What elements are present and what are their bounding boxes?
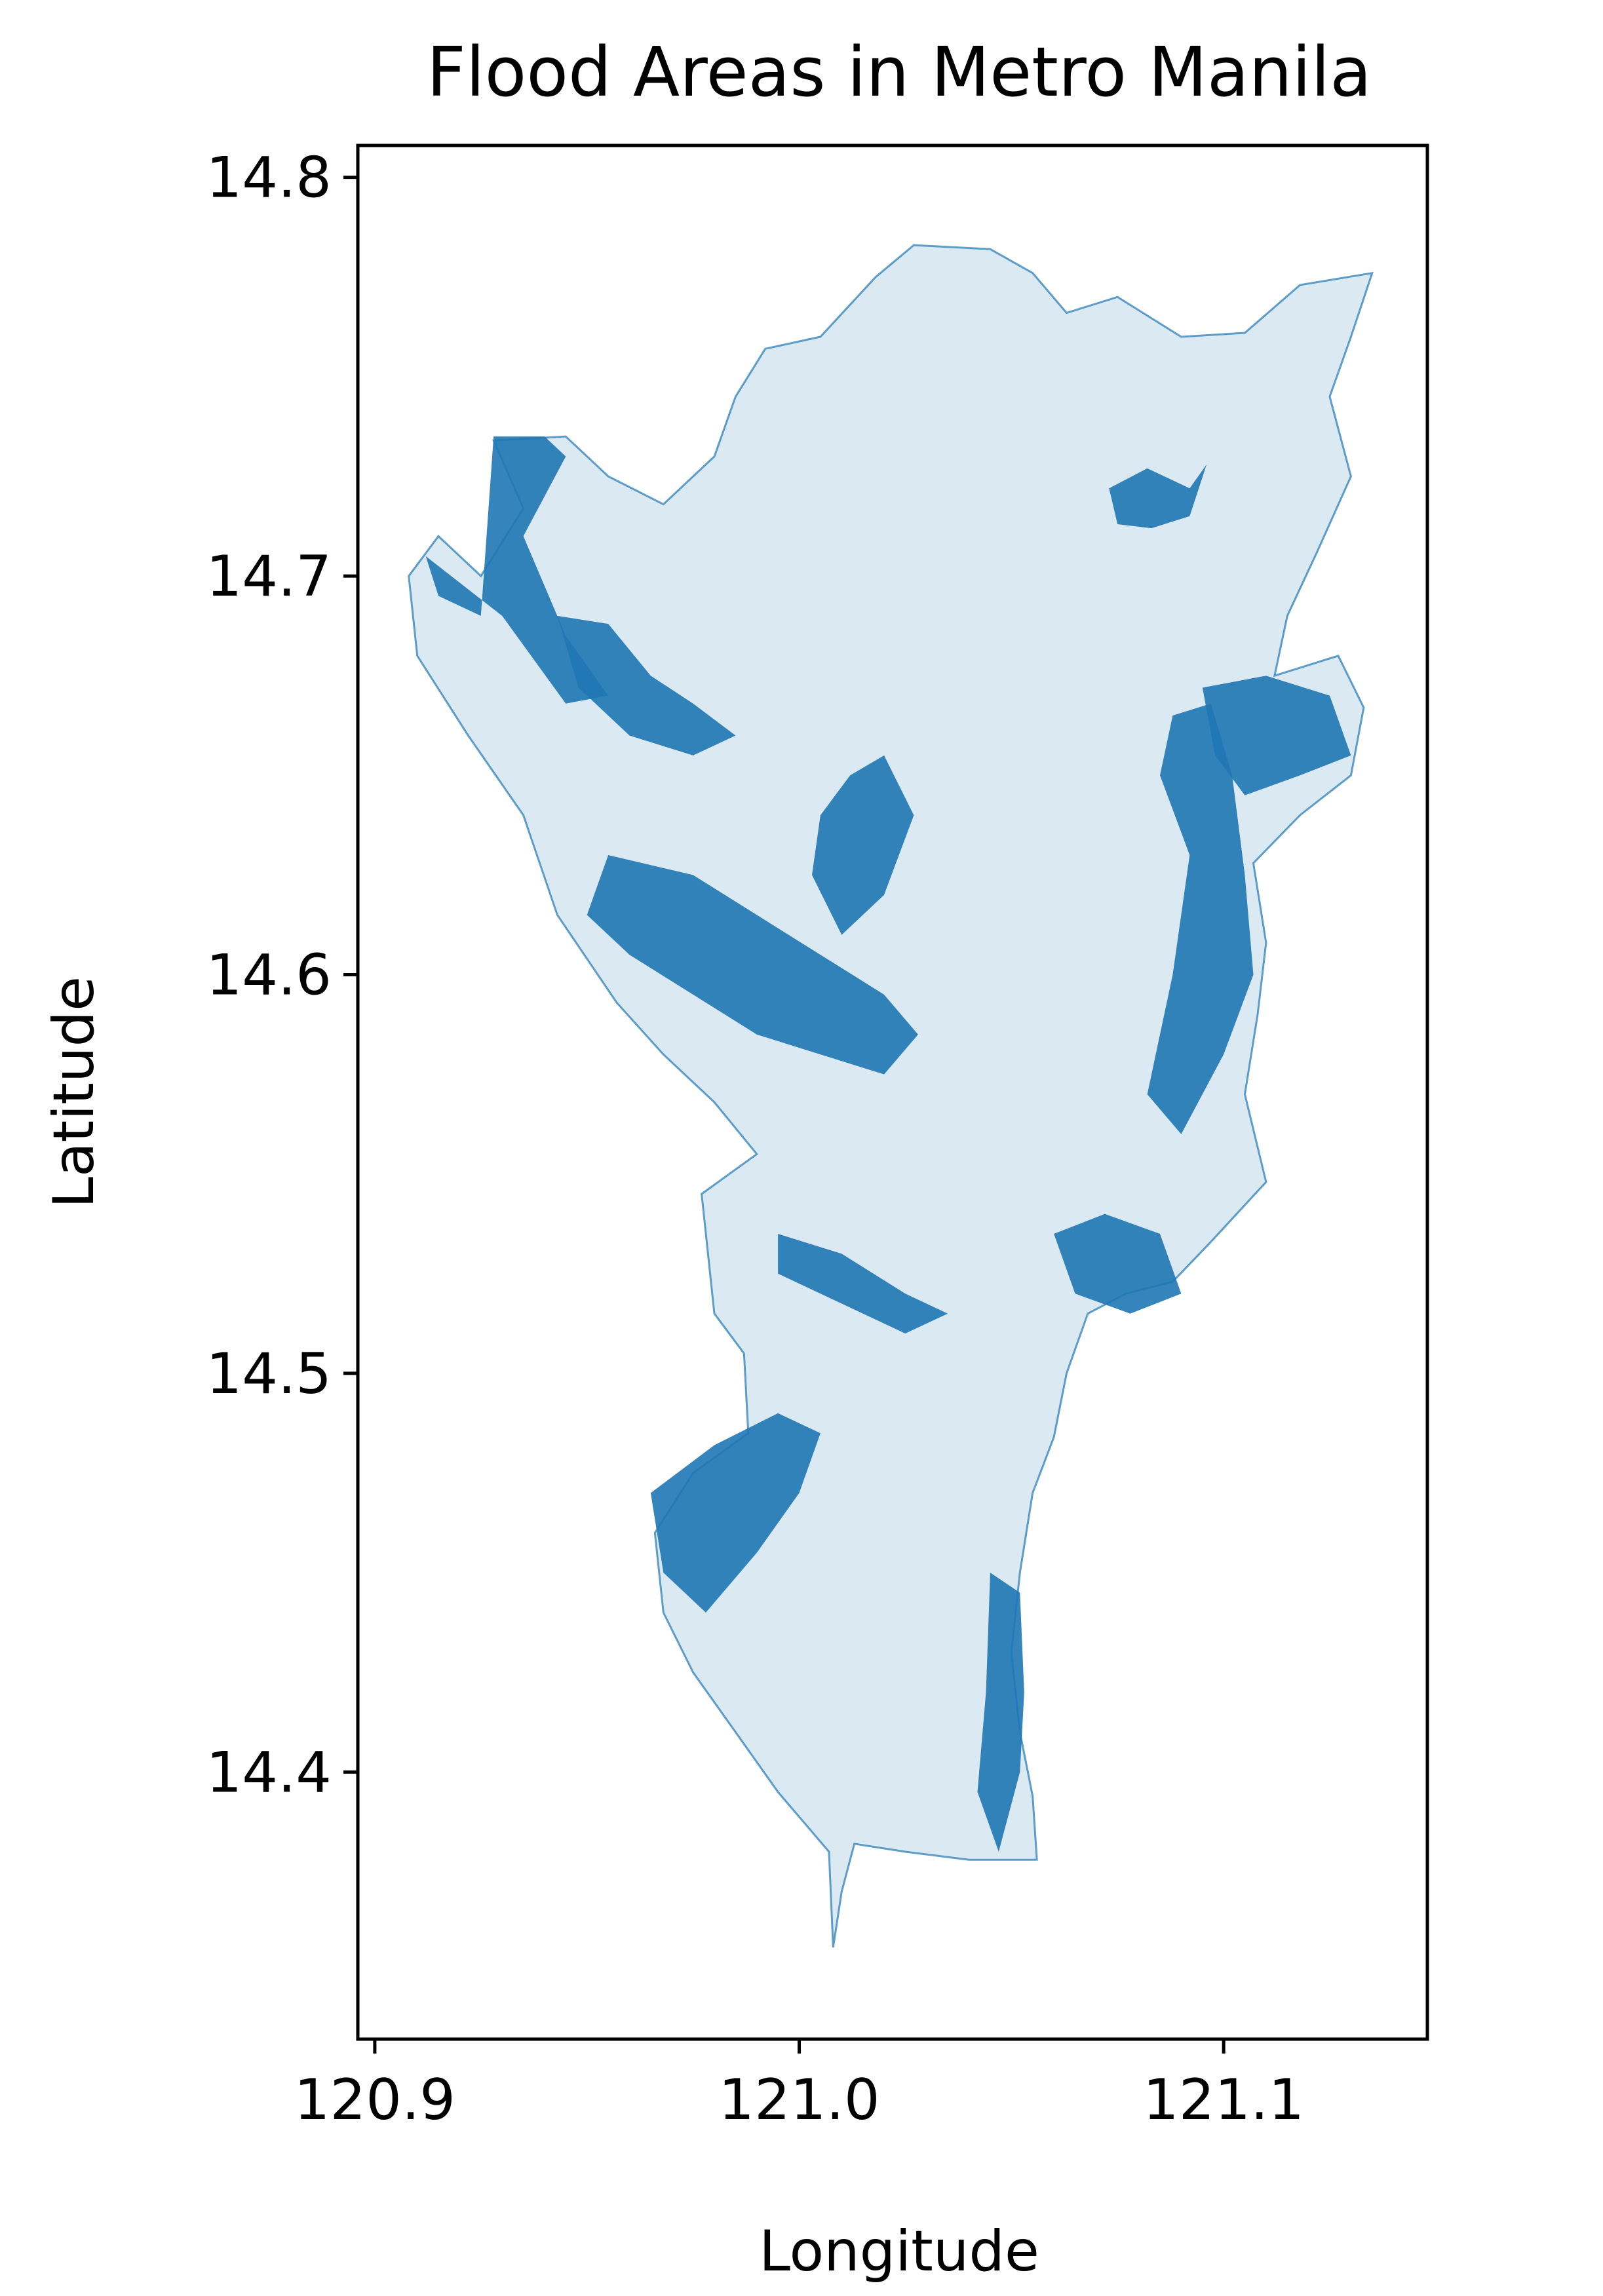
y-tick-label: 14.5: [206, 1341, 332, 1407]
flood-region-5: [1147, 703, 1254, 1134]
flood-region-10: [977, 1573, 1024, 1852]
flood-region-3: [587, 855, 918, 1075]
flood-region-6: [1202, 676, 1351, 795]
x-tick-label: 121.1: [1143, 2067, 1304, 2133]
flood-region-9: [650, 1413, 821, 1613]
y-tick-label: 14.4: [206, 1740, 332, 1805]
x-axis-ticks: 120.9 121.0 121.1: [294, 2039, 1304, 2133]
y-tick-label: 14.8: [206, 145, 332, 211]
x-tick-label: 120.9: [294, 2067, 455, 2133]
flood-region-4: [812, 755, 914, 935]
flood-region-2: [557, 615, 736, 756]
chart-title: Flood Areas in Metro Manila: [427, 32, 1372, 112]
flood-region-8: [778, 1234, 948, 1334]
y-tick-label: 14.7: [206, 544, 332, 609]
x-tick-label: 121.0: [718, 2067, 879, 2133]
map-layer: [408, 244, 1374, 1948]
x-axis-label: Longitude: [759, 2219, 1039, 2284]
y-axis-ticks: 14.4 14.5 14.6 14.7 14.8: [206, 145, 358, 1805]
metro-manila-outline: [408, 244, 1374, 1948]
flood-region-1: [425, 436, 609, 704]
flood-region-0: [1109, 464, 1207, 529]
y-axis-label: Latitude: [41, 976, 107, 1208]
y-tick-label: 14.6: [206, 943, 332, 1008]
flood-region-7: [1054, 1214, 1182, 1314]
